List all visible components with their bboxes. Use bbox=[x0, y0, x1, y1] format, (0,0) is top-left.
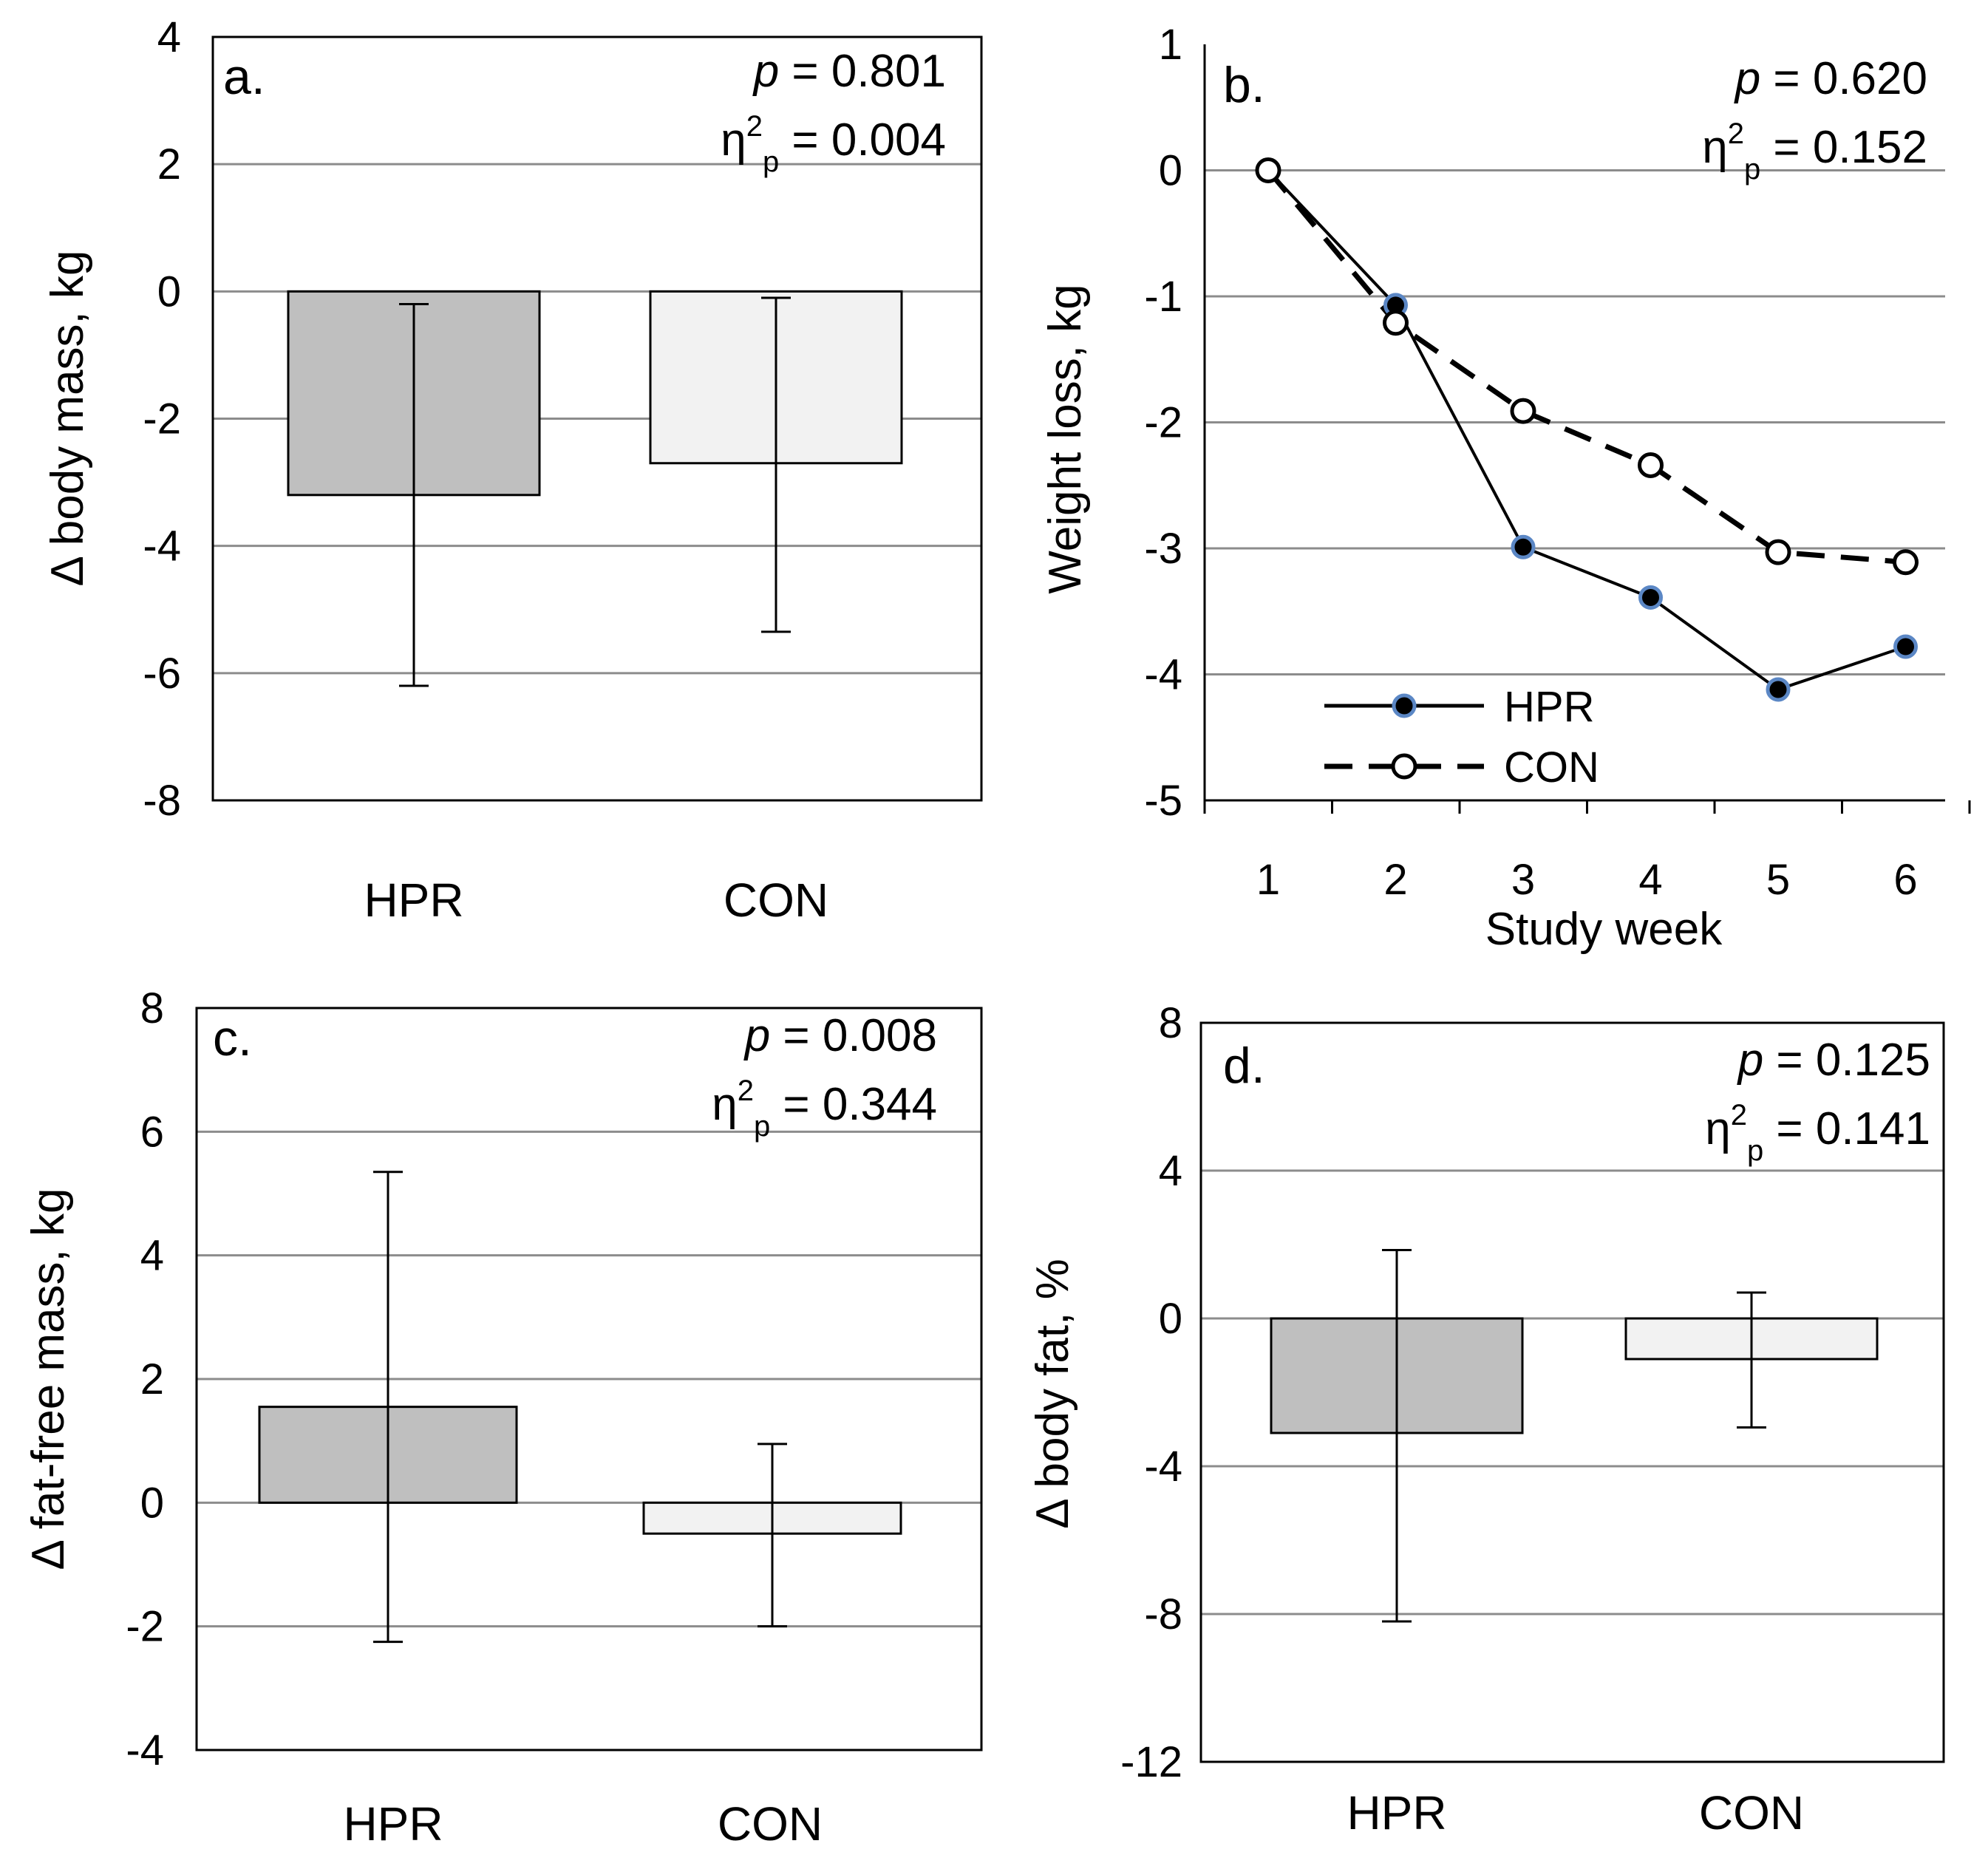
panel-d-y-axis-title: Δ body fat, % bbox=[1027, 1259, 1078, 1528]
panel-b-y-tick: -1 bbox=[1144, 273, 1182, 321]
panel-c-x-label-hpr: HPR bbox=[343, 1797, 443, 1851]
panel-b-point-hpr-week5 bbox=[1766, 677, 1791, 702]
panel-b-series-lines bbox=[1266, 168, 1907, 692]
panel-b-x-ticks: 1 2 3 4 5 6 bbox=[1203, 800, 1971, 904]
panel-c-y-axis-title: Δ fat-free mass, kg bbox=[23, 1188, 74, 1570]
panel-b-y-tick: -4 bbox=[1144, 651, 1182, 699]
panel-a-eta-squared: η2p = 0.004 bbox=[721, 110, 946, 178]
panel-b-eta-squared: η2p = 0.152 bbox=[1702, 118, 1927, 185]
panel-c-y-tick: 6 bbox=[140, 1108, 164, 1156]
panel-c-error-bars bbox=[373, 1171, 787, 1644]
panel-a-y-tick: 4 bbox=[157, 13, 181, 61]
panel-c-y-tick: -4 bbox=[126, 1726, 164, 1774]
panel-b: 1 2 3 4 5 6 1 0 -1 -2 -3 -4 -5 Study week Weight lo… bbox=[1040, 21, 1971, 955]
panel-b-x-axis-title: Study week bbox=[1485, 904, 1723, 955]
panel-d-y-tick-labels: 8 4 0 -4 -8 -12 bbox=[1120, 999, 1182, 1786]
panel-b-x-tick-label: 6 bbox=[1893, 856, 1917, 904]
panel-a-y-axis-title: Δ body mass, kg bbox=[42, 251, 93, 587]
panel-d-label: d. bbox=[1223, 1038, 1265, 1094]
panel-b-point-con-week1 bbox=[1255, 157, 1281, 183]
panel-c-y-tick: 2 bbox=[140, 1355, 164, 1403]
panel-d: 8 4 0 -4 -8 -12 HPR CON Δ body fat, % d. p = … bbox=[1027, 999, 1945, 1839]
panel-d-y-tick: 8 bbox=[1159, 999, 1182, 1047]
panel-d-y-tick: -12 bbox=[1120, 1738, 1182, 1786]
panel-b-x-tick-label: 1 bbox=[1256, 856, 1280, 904]
legend-label-hpr: HPR bbox=[1504, 683, 1594, 731]
panel-b-point-con-week5 bbox=[1765, 539, 1791, 565]
legend-entry-con: CON bbox=[1324, 743, 1599, 791]
panel-a-plot-area bbox=[211, 35, 983, 802]
panel-a-y-tick: 2 bbox=[157, 140, 181, 188]
panel-b-point-hpr-week3 bbox=[1511, 534, 1536, 559]
panel-c-label: c. bbox=[213, 1010, 252, 1066]
panel-b-point-con-week4 bbox=[1638, 452, 1664, 478]
panel-a-x-label-con: CON bbox=[724, 874, 828, 927]
panel-d-error-bars bbox=[1382, 1249, 1766, 1623]
panel-d-x-label-con: CON bbox=[1699, 1786, 1804, 1839]
panel-b-y-tick-labels: 1 0 -1 -2 -3 -4 -5 bbox=[1144, 21, 1182, 825]
panel-b-y-tick: 1 bbox=[1159, 21, 1182, 69]
legend-marker-con bbox=[1391, 753, 1417, 780]
panel-a-label: a. bbox=[223, 49, 265, 105]
panel-b-x-tick-label: 2 bbox=[1383, 856, 1407, 904]
panel-b-point-con-week3 bbox=[1510, 398, 1536, 424]
panel-b-y-tick: -3 bbox=[1144, 525, 1182, 573]
panel-d-x-label-hpr: HPR bbox=[1347, 1786, 1446, 1839]
panel-c: 8 6 4 2 0 -2 -4 HPR CON Δ fat-free mass, kg c.… bbox=[23, 984, 983, 1851]
panel-c-y-tick: 4 bbox=[140, 1232, 164, 1280]
panel-d-eta-squared: η2p = 0.141 bbox=[1705, 1099, 1930, 1167]
panel-d-plot-area bbox=[1199, 1021, 1945, 1763]
panel-d-y-tick: -8 bbox=[1144, 1590, 1182, 1638]
panel-b-line-hpr bbox=[1267, 169, 1907, 692]
panel-a-y-tick-labels: 4 2 0 -2 -4 -6 -8 bbox=[143, 13, 181, 825]
panel-b-x-tick-label: 4 bbox=[1638, 856, 1662, 904]
panel-a: 4 2 0 -2 -4 -6 -8 HPR CON Δ body mass, kg a. p… bbox=[42, 13, 983, 927]
panel-a-y-tick: -6 bbox=[143, 650, 181, 698]
panel-b-legend: HPR CON bbox=[1324, 683, 1599, 791]
panel-b-p-value: p = 0.620 bbox=[1734, 53, 1927, 104]
panel-d-p-value: p = 0.125 bbox=[1737, 1035, 1930, 1086]
panel-d-y-tick: 0 bbox=[1159, 1295, 1182, 1343]
panel-a-x-label-hpr: HPR bbox=[364, 874, 463, 927]
panel-c-x-label-con: CON bbox=[718, 1797, 823, 1851]
panel-a-error-bars bbox=[399, 296, 791, 687]
panel-c-y-tick-labels: 8 6 4 2 0 -2 -4 bbox=[126, 984, 164, 1774]
panel-c-y-tick: 0 bbox=[140, 1479, 164, 1527]
panel-c-eta-squared: η2p = 0.344 bbox=[712, 1075, 937, 1143]
panel-b-y-tick: -5 bbox=[1144, 777, 1182, 825]
panel-b-series-markers bbox=[1255, 157, 1919, 702]
panel-d-y-tick: 4 bbox=[1159, 1147, 1182, 1195]
panel-b-point-con-week2 bbox=[1383, 310, 1409, 336]
panel-b-y-tick: -2 bbox=[1144, 399, 1182, 447]
panel-b-point-con-week6 bbox=[1893, 549, 1919, 576]
legend-entry-hpr: HPR bbox=[1324, 683, 1594, 731]
panel-b-point-hpr-week6 bbox=[1893, 634, 1918, 659]
panel-a-y-tick: -4 bbox=[143, 522, 181, 571]
panel-b-label: b. bbox=[1223, 57, 1265, 113]
panel-b-line-con bbox=[1266, 168, 1906, 565]
panel-a-p-value: p = 0.801 bbox=[752, 46, 946, 97]
panel-a-y-tick: 0 bbox=[157, 268, 181, 316]
panel-b-y-axis-title: Weight loss, kg bbox=[1040, 284, 1091, 593]
panel-b-x-tick-label: 3 bbox=[1511, 856, 1535, 904]
panel-b-point-hpr-week4 bbox=[1638, 585, 1663, 610]
panel-a-y-tick: -2 bbox=[143, 395, 181, 443]
panel-a-y-tick: -8 bbox=[143, 777, 181, 825]
panel-d-y-tick: -4 bbox=[1144, 1443, 1182, 1491]
panel-c-y-tick: 8 bbox=[140, 984, 164, 1032]
panel-b-y-tick: 0 bbox=[1159, 147, 1182, 195]
panel-b-x-tick-label: 5 bbox=[1766, 856, 1790, 904]
legend-label-con: CON bbox=[1504, 743, 1599, 791]
panel-c-p-value: p = 0.008 bbox=[743, 1010, 937, 1061]
panel-c-plot-area bbox=[195, 1007, 983, 1751]
legend-marker-hpr bbox=[1392, 693, 1417, 718]
panel-c-y-tick: -2 bbox=[126, 1603, 164, 1651]
